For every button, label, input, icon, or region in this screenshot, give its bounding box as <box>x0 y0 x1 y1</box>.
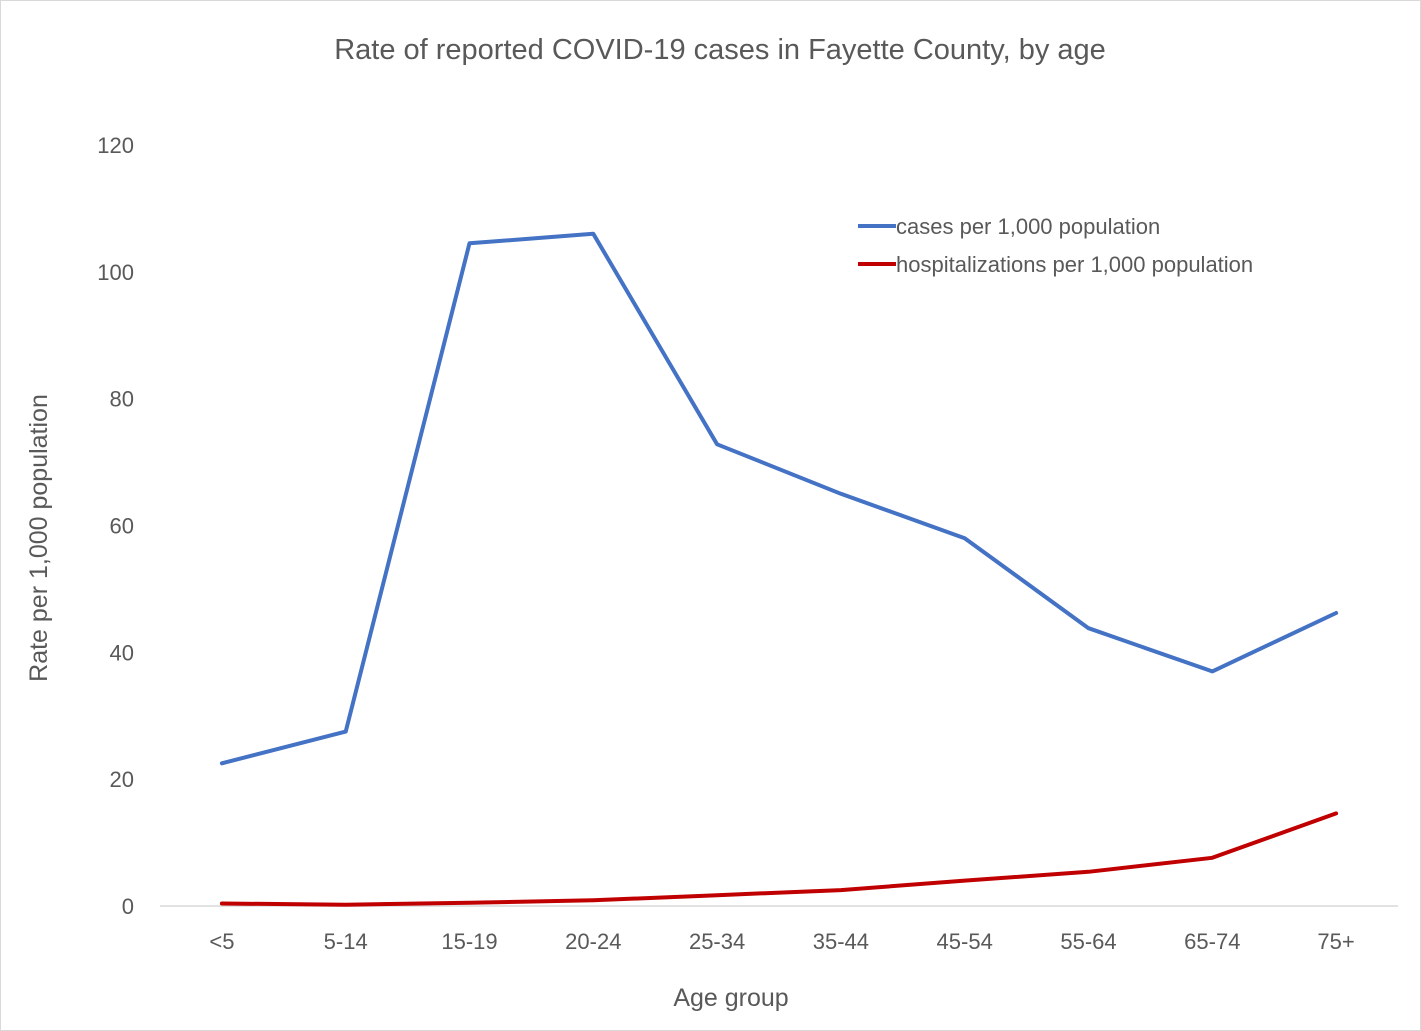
legend: cases per 1,000 population hospitalizatio… <box>858 214 1253 277</box>
y-tick-label: 80 <box>110 387 134 412</box>
x-tick-label: <5 <box>209 929 234 954</box>
x-tick-label: 65-74 <box>1184 929 1240 954</box>
y-axis-ticks: 0 20 40 60 80 100 120 <box>97 133 134 919</box>
x-tick-label: 45-54 <box>937 929 993 954</box>
chart-title: Rate of reported COVID-19 cases in Fayet… <box>334 34 1106 66</box>
series-line-2 <box>219 811 1339 907</box>
series-lines <box>219 231 1339 907</box>
legend-label-1: cases per 1,000 population <box>896 214 1160 239</box>
legend-label-2: hospitalizations per 1,000 population <box>896 252 1253 277</box>
y-tick-label: 40 <box>110 640 134 665</box>
x-axis-ticks: <5 5-14 15-19 20-24 25-34 35-44 45-54 55-64 65-7… <box>209 929 1354 954</box>
x-tick-label: 25-34 <box>689 929 745 954</box>
y-tick-label: 0 <box>122 894 134 919</box>
series-line-1 <box>219 231 1339 766</box>
y-tick-label: 120 <box>97 133 134 158</box>
x-tick-label: 15-19 <box>441 929 497 954</box>
y-tick-label: 100 <box>97 260 134 285</box>
x-tick-label: 35-44 <box>813 929 869 954</box>
x-tick-label: 20-24 <box>565 929 621 954</box>
y-tick-label: 60 <box>110 514 134 539</box>
x-tick-label: 55-64 <box>1060 929 1116 954</box>
y-tick-label: 20 <box>110 767 134 792</box>
x-axis-title: Age group <box>673 984 788 1012</box>
x-tick-label: 5-14 <box>324 929 368 954</box>
y-axis-title: Rate per 1,000 population <box>25 394 53 682</box>
x-tick-label: 75+ <box>1317 929 1354 954</box>
